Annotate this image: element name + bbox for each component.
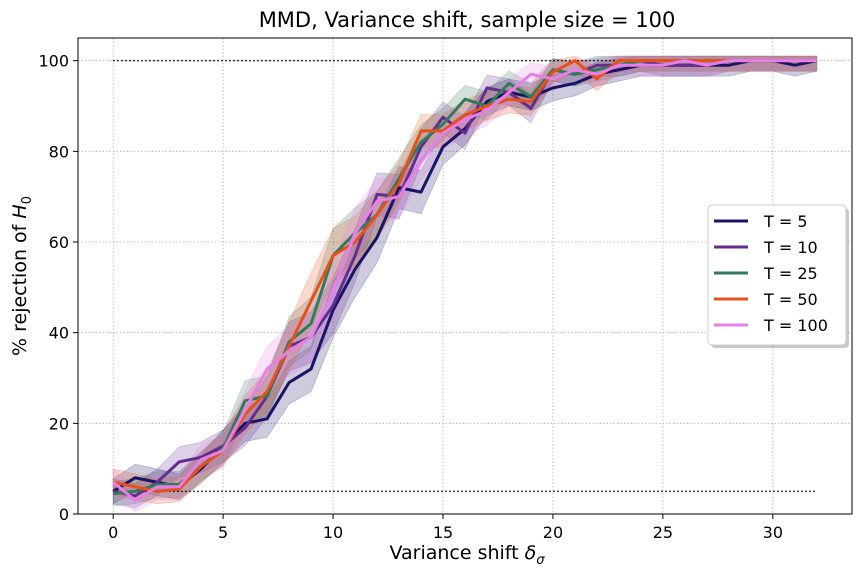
legend-label: T = 5 [763,212,808,231]
axis-ticks: 0 5 10 15 20 25 30 0 20 40 60 80 100 [38,52,783,542]
legend-label: T = 25 [763,264,818,283]
x-tick-label: 30 [763,523,783,542]
series-lines [112,59,818,502]
legend: T = 5 T = 10 T = 25 T = 50 T = 100 [707,204,849,348]
confidence-band [112,55,818,505]
reference-lines [113,59,817,493]
confidence-band [112,55,818,507]
confidence-bands [112,55,818,513]
y-tick-label: 20 [49,414,69,433]
x-tick-label: 10 [323,523,343,542]
legend-label: T = 10 [763,238,818,257]
legend-label: T = 100 [763,316,828,335]
y-tick-label: 60 [49,233,69,252]
legend-label: T = 50 [763,290,818,309]
series-line [112,59,817,502]
y-tick-label: 40 [49,324,69,343]
x-label-subscript: σ [536,553,545,568]
x-axis-label: Variance shift δσ [389,542,545,568]
legend-box [707,204,847,346]
x-tick-label: 5 [218,523,228,542]
plot-frame [77,37,853,515]
chart-title: MMD, Variance shift, sample size = 100 [259,8,676,32]
y-tick-label: 0 [59,505,69,524]
confidence-band [112,55,818,513]
x-label-symbol: δ [525,542,537,564]
confidence-band [112,55,818,509]
x-tick-label: 25 [653,523,673,542]
y-label-subscript: 0 [20,196,35,204]
y-tick-label: 80 [49,142,69,161]
y-tick-label: 100 [38,52,69,71]
y-label-symbol: H [9,204,31,218]
x-tick-label: 20 [543,523,563,542]
x-tick-label: 15 [433,523,453,542]
x-tick-label: 0 [108,523,118,542]
y-axis-label: % rejection of H0 [9,196,35,356]
